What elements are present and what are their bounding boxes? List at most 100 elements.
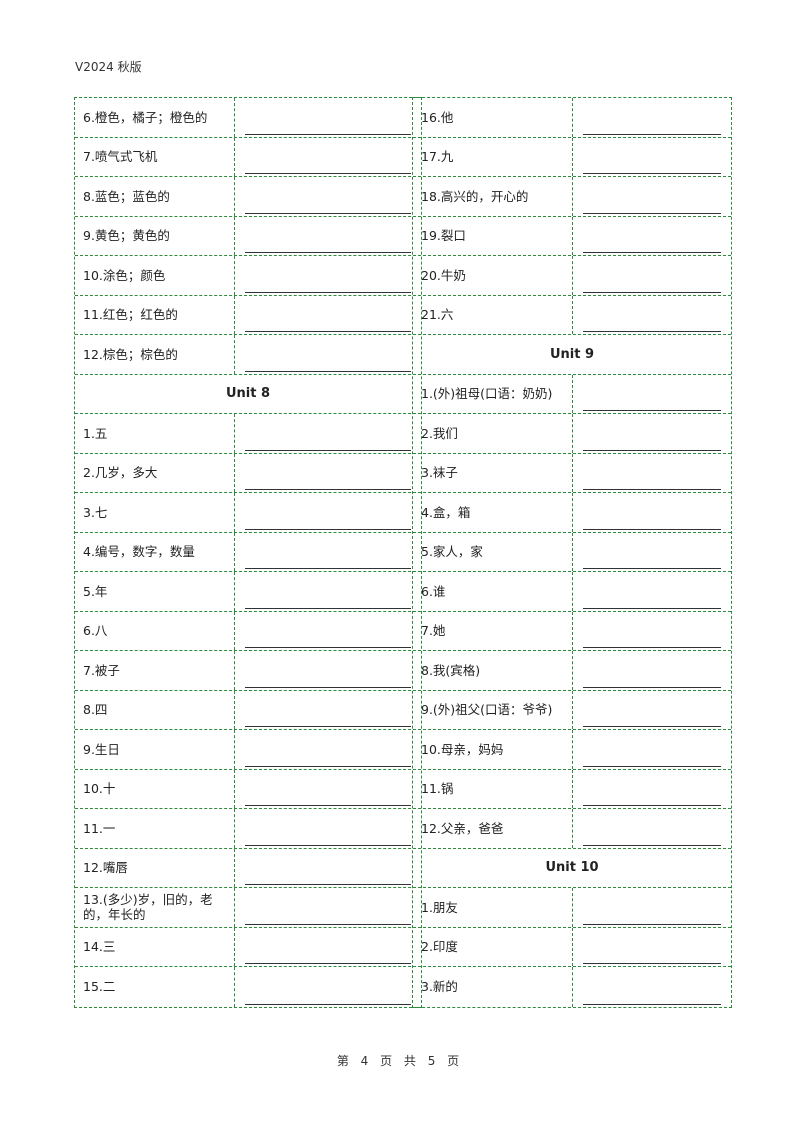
answer-blank[interactable] [235,928,421,967]
answer-underline [583,489,721,490]
answer-underline [583,291,721,293]
answer-underline [583,765,721,767]
vocab-row: 17.九 [413,137,731,177]
vocab-prompt: 7.被子 [75,651,235,690]
vocab-prompt: 10.母亲，妈妈 [413,730,573,769]
answer-blank[interactable] [573,809,731,848]
answer-blank[interactable] [235,730,421,769]
answer-blank[interactable] [573,138,731,177]
vocab-row: 5.家人，家 [413,532,731,572]
answer-blank[interactable] [573,967,731,1007]
answer-underline [583,133,721,135]
header-version: V2024 秋版 [75,60,142,74]
vocab-prompt: 3.新的 [413,967,573,1007]
answer-blank[interactable] [573,691,731,730]
vocab-prompt: 11.红色；红色的 [75,295,235,334]
vocab-row: 4.编号，数字，数量 [75,532,421,572]
vocab-prompt: 2.印度 [413,927,573,966]
answer-underline [583,686,721,688]
answer-blank[interactable] [235,888,421,927]
vocab-row: 8.四 [75,690,421,730]
answer-underline [245,449,411,451]
answer-blank[interactable] [573,414,731,453]
vocab-row: 3.七 [75,493,421,533]
answer-blank[interactable] [235,809,421,848]
answer-underline [583,963,721,964]
answer-blank[interactable] [573,177,731,216]
answer-underline [583,805,721,806]
vocab-prompt: 10.十 [75,769,235,808]
answer-blank[interactable] [235,98,421,137]
vocab-prompt: 12.父亲，爸爸 [413,809,573,848]
vocab-row: 18.高兴的，开心的 [413,177,731,217]
answer-blank[interactable] [235,651,421,690]
answer-blank[interactable] [573,730,731,769]
answer-blank[interactable] [573,651,731,690]
answer-blank[interactable] [235,493,421,532]
vocab-prompt: 9.黄色；黄色的 [75,216,235,255]
unit-heading: Unit 8 [75,375,421,414]
answer-blank[interactable] [235,691,421,730]
answer-blank[interactable] [573,98,731,137]
vocab-prompt: 9.(外)祖父(口语：爷爷) [413,690,573,729]
answer-underline [245,686,411,688]
vocab-prompt: 6.橙色，橘子；橙色的 [75,98,235,137]
answer-underline [583,252,721,253]
answer-underline [583,844,721,846]
answer-blank[interactable] [573,256,731,295]
answer-blank[interactable] [235,177,421,216]
vocab-prompt: 14.三 [75,927,235,966]
answer-blank[interactable] [235,454,421,493]
answer-blank[interactable] [235,770,421,809]
vocab-row: 13.(多少)岁，旧的，老的，年长的 [75,888,421,928]
vocab-row: 12.父亲，爸爸 [413,809,731,849]
vocab-prompt: 21.六 [413,295,573,334]
answer-underline [245,607,411,609]
vocab-row: 8.我(宾格) [413,651,731,691]
answer-underline [245,765,411,767]
answer-blank[interactable] [573,493,731,532]
vocab-prompt: 3.七 [75,493,235,532]
answer-blank[interactable] [235,138,421,177]
answer-blank[interactable] [573,928,731,967]
answer-blank[interactable] [235,217,421,256]
vocab-prompt: 7.喷气式飞机 [75,137,235,176]
answer-blank[interactable] [235,335,421,374]
answer-blank[interactable] [235,256,421,295]
vocab-prompt: 8.蓝色；蓝色的 [75,177,235,216]
answer-blank[interactable] [573,375,731,414]
answer-blank[interactable] [235,967,421,1007]
vocab-prompt: 5.年 [75,572,235,611]
vocab-row: 10.十 [75,769,421,809]
vocab-row: 2.几岁，多大 [75,453,421,493]
answer-blank[interactable] [573,296,731,335]
answer-blank[interactable] [573,612,731,651]
answer-blank[interactable] [235,572,421,611]
vocab-prompt: 2.我们 [413,414,573,453]
answer-underline [245,1003,411,1005]
vocab-prompt: 10.涂色；颜色 [75,256,235,295]
answer-blank[interactable] [573,572,731,611]
vocab-row: 1.五 [75,414,421,454]
left-vocab-table: 6.橙色，橘子；橙色的 7.喷气式飞机 8.蓝色；蓝色的 9.黄色；黄色的 10.涂色；… [74,97,422,1008]
vocab-row: 7.被子 [75,651,421,691]
unit-heading: Unit 10 [413,849,731,888]
answer-blank[interactable] [573,888,731,927]
answer-blank[interactable] [573,533,731,572]
vocab-prompt: 5.家人，家 [413,532,573,571]
page-footer: 第 4 页 共 5 页 [336,1054,464,1068]
vocab-row: 3.袜子 [413,453,731,493]
answer-blank[interactable] [235,533,421,572]
answer-blank[interactable] [573,454,731,493]
answer-blank[interactable] [235,414,421,453]
vocab-prompt: 13.(多少)岁，旧的，老的，年长的 [75,888,235,927]
answer-underline [583,173,721,174]
answer-blank[interactable] [573,217,731,256]
answer-blank[interactable] [235,849,421,888]
answer-blank[interactable] [573,770,731,809]
vocab-prompt: 11.一 [75,809,235,848]
answer-blank[interactable] [235,296,421,335]
vocab-prompt: 4.盒，箱 [413,493,573,532]
vocab-row: 1.朋友 [413,888,731,928]
answer-blank[interactable] [235,612,421,651]
